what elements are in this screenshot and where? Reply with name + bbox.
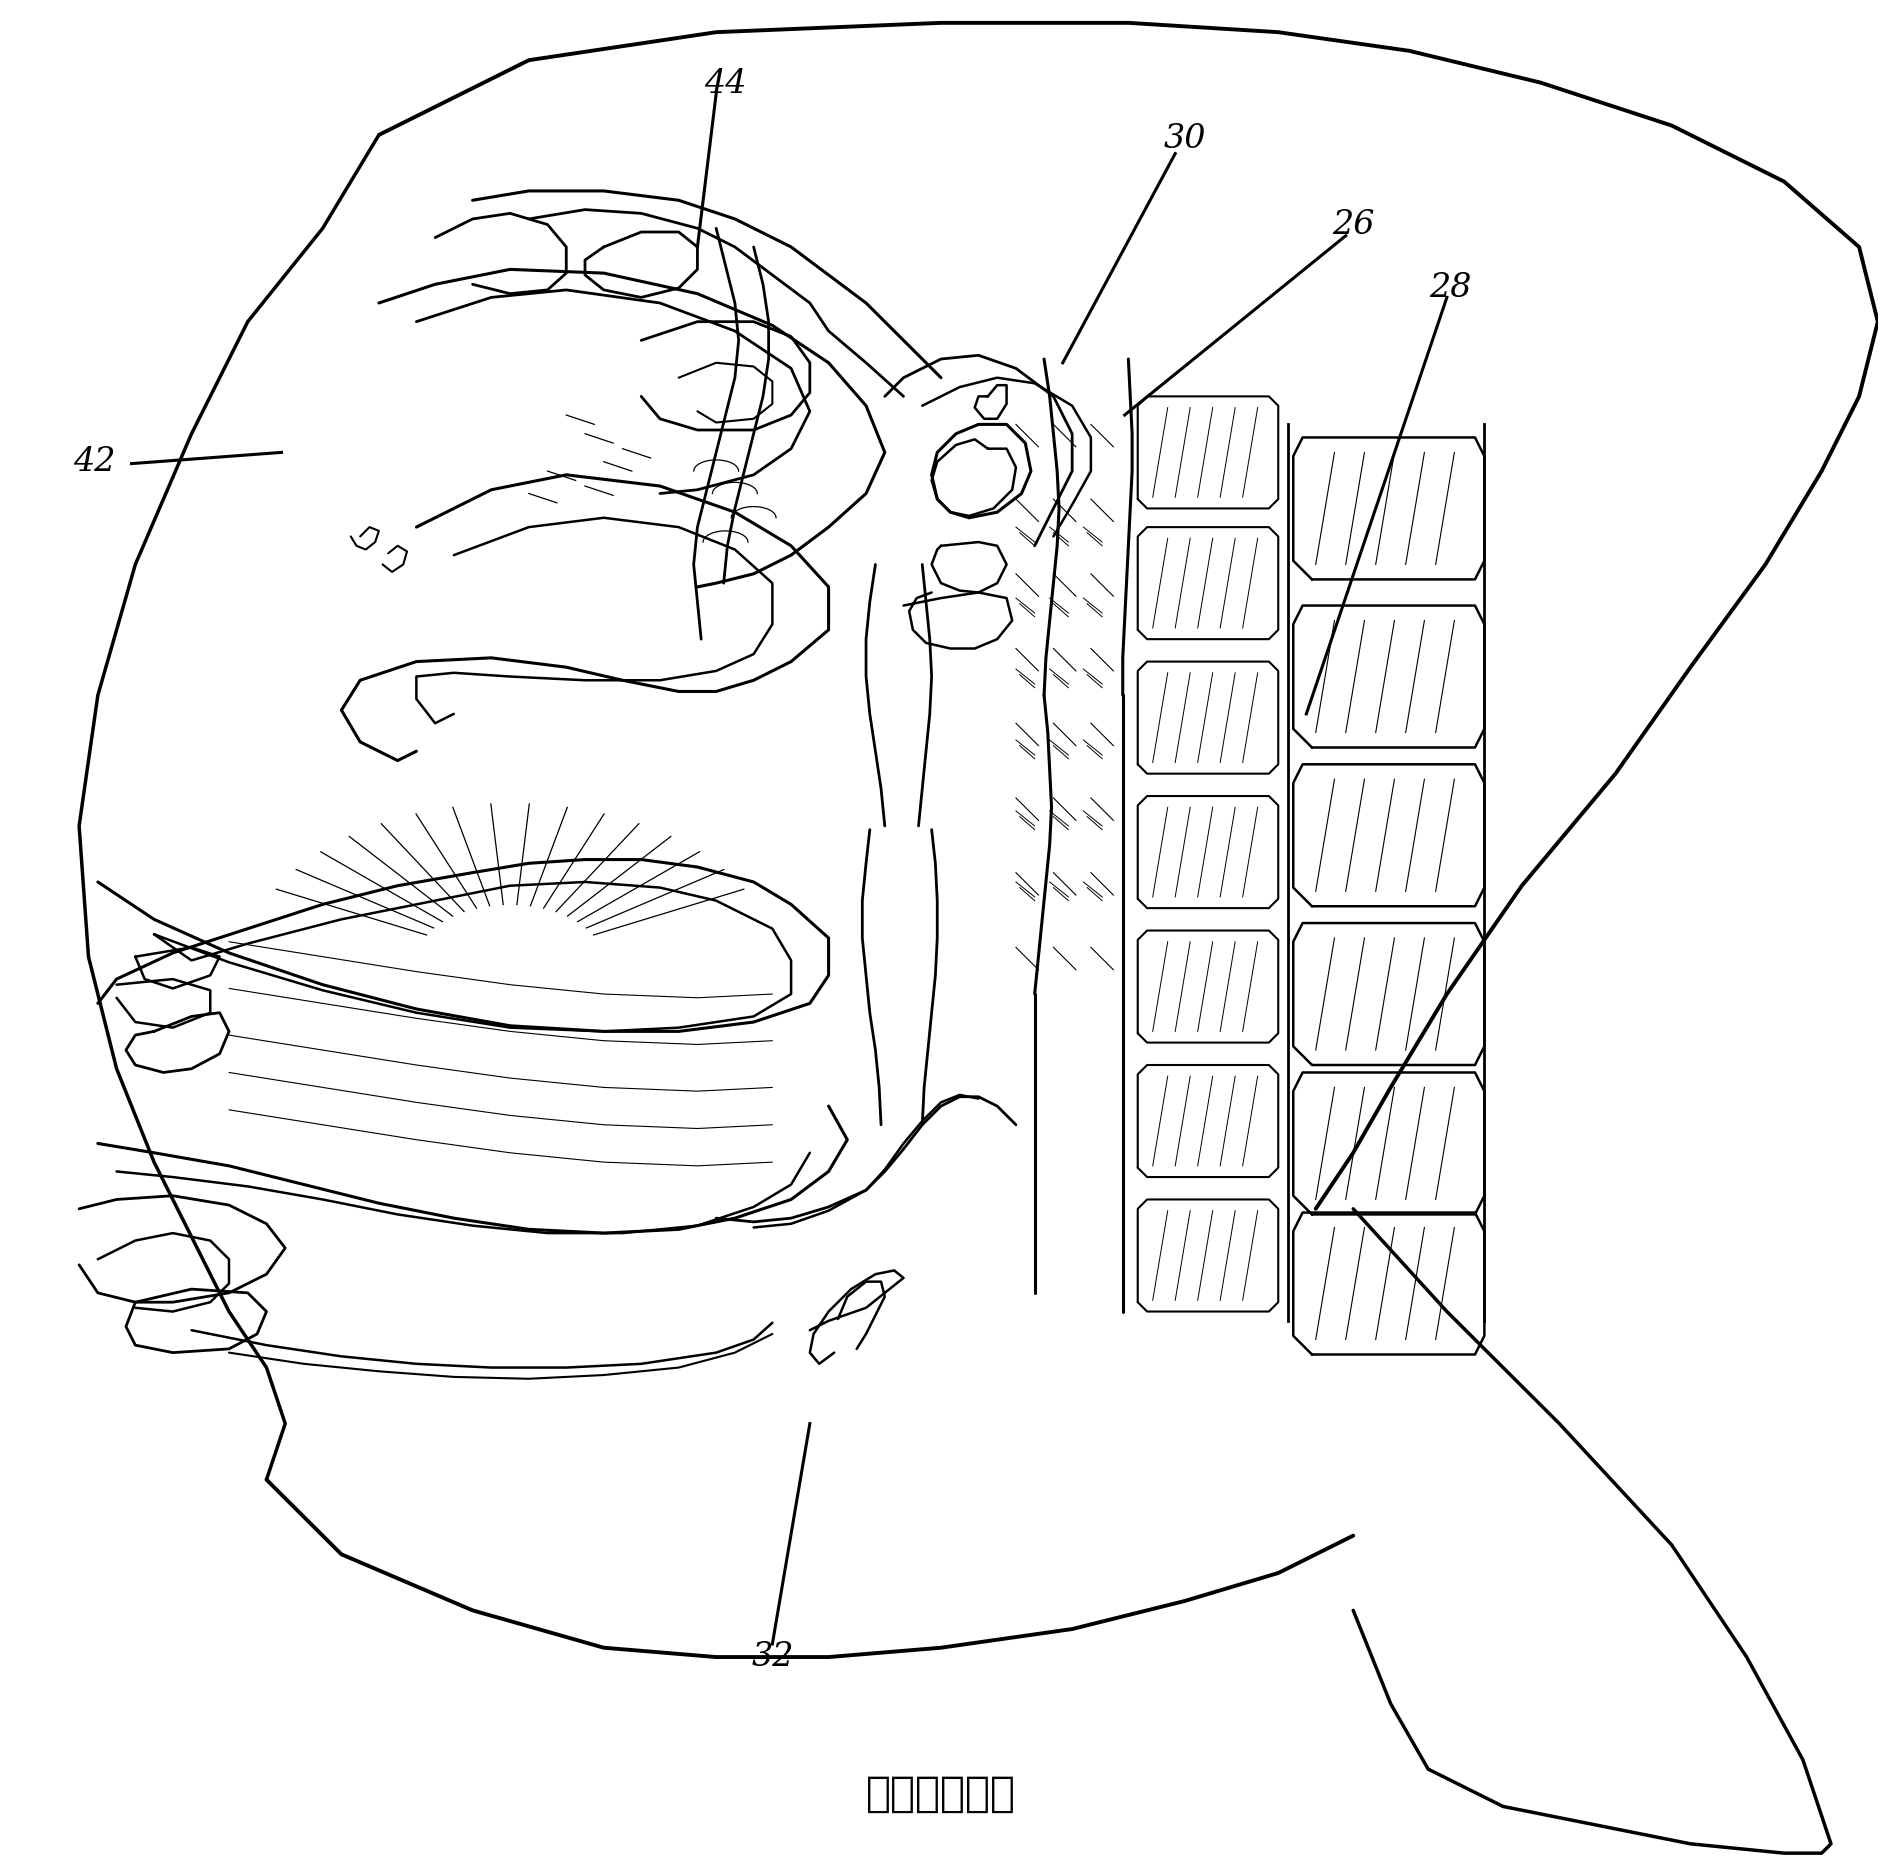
Text: 28: 28 <box>1430 272 1472 304</box>
Text: 44: 44 <box>704 69 747 101</box>
Text: （现有技术）: （现有技术） <box>866 1773 1016 1814</box>
Text: 30: 30 <box>1163 122 1206 154</box>
Text: 32: 32 <box>751 1642 794 1673</box>
Text: 26: 26 <box>1332 208 1374 240</box>
Text: 42: 42 <box>73 446 115 478</box>
